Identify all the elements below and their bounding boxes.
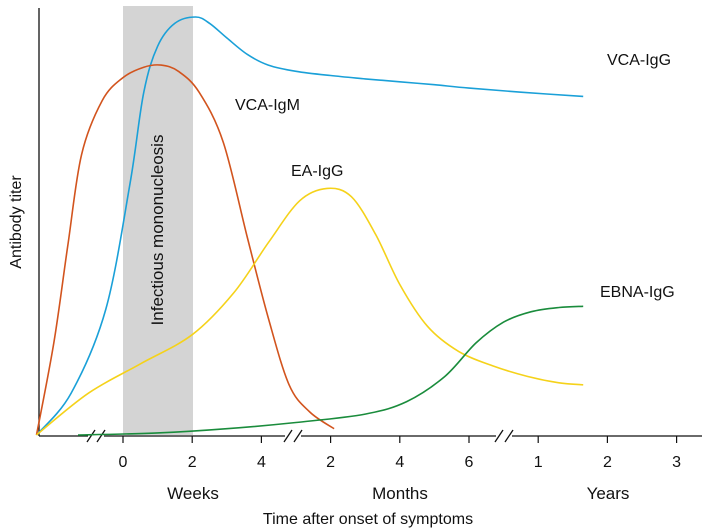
- x-tick-label: 4: [395, 454, 404, 471]
- axis-break-2: [283, 429, 303, 443]
- series-label-ebna-igg: EBNA-IgG: [600, 284, 675, 301]
- x-tick-label: 6: [465, 454, 474, 471]
- series-line-ea-igg: [35, 187, 584, 436]
- axis-break-1: [86, 429, 106, 443]
- y-axis-title: Antibody titer: [8, 175, 25, 269]
- series-label-vca-igg: VCA-IgG: [607, 52, 671, 69]
- unit-label-years: Years: [587, 484, 630, 503]
- x-tick-label: 2: [603, 454, 612, 471]
- x-tick-label: 2: [326, 454, 335, 471]
- x-tick-label: 3: [672, 454, 681, 471]
- series-line-vca-igm: [35, 64, 335, 436]
- series-label-vca-igm: VCA-IgM: [235, 97, 300, 114]
- unit-label-weeks: Weeks: [167, 484, 219, 503]
- x-tick-label: 0: [119, 454, 128, 471]
- infectious-mononucleosis-label: Infectious mononucleosis: [148, 135, 167, 326]
- x-axis-ticks: 0 2 4 2 4 6 1 2 3: [119, 436, 681, 471]
- series-label-ea-igg: EA-IgG: [291, 163, 343, 180]
- x-tick-label: 2: [188, 454, 197, 471]
- x-axis-title: Time after onset of symptoms: [263, 511, 473, 528]
- axis-break-3: [494, 429, 514, 443]
- unit-label-months: Months: [372, 484, 428, 503]
- x-tick-label: 1: [534, 454, 543, 471]
- series-lines: [35, 16, 584, 436]
- series-line-vca-igg: [35, 16, 584, 436]
- series-line-ebna-igg: [77, 305, 584, 436]
- infectious-mononucleosis-band: [123, 6, 193, 435]
- x-tick-label: 4: [257, 454, 266, 471]
